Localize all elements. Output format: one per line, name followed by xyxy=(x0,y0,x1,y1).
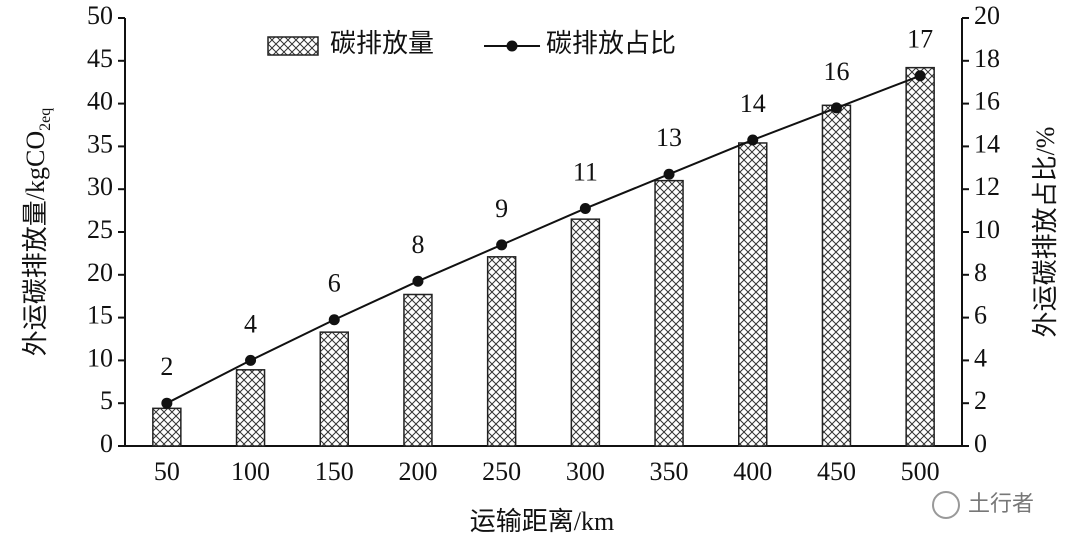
line-marker xyxy=(747,134,759,146)
x-tick-label: 250 xyxy=(482,457,521,486)
x-tick-label: 50 xyxy=(154,457,180,486)
line-marker xyxy=(663,168,675,180)
y2-axis-label: 外运碳排放占比/% xyxy=(1031,127,1060,338)
x-tick-label: 350 xyxy=(650,457,689,486)
value-label: 14 xyxy=(740,89,766,118)
x-axis-label: 运输距离/km xyxy=(470,507,614,536)
line-marker xyxy=(496,239,508,251)
y-axis-label-main: 外运碳排放量/kgCO xyxy=(21,131,50,356)
value-label: 2 xyxy=(160,352,173,381)
y2-tick-label: 16 xyxy=(974,87,1000,116)
bar xyxy=(152,407,182,447)
value-label: 17 xyxy=(907,25,933,54)
line-marker xyxy=(245,354,257,366)
bar xyxy=(235,369,266,447)
line-marker xyxy=(579,202,591,214)
value-label: 6 xyxy=(328,269,341,298)
value-label: 16 xyxy=(823,57,849,86)
y-axis-label: 外运碳排放量/kgCO2eq xyxy=(21,108,54,356)
y2-tick-label: 10 xyxy=(974,215,1000,244)
value-label: 4 xyxy=(244,309,257,338)
y-tick-label: 20 xyxy=(87,258,113,287)
bar xyxy=(570,218,601,447)
y2-tick-label: 18 xyxy=(974,44,1000,73)
x-tick-label: 200 xyxy=(398,457,437,486)
y2-tick-label: 4 xyxy=(974,343,987,372)
y2-tick-label: 6 xyxy=(974,301,987,330)
value-label: 9 xyxy=(495,194,508,223)
line-marker xyxy=(914,70,926,82)
bar xyxy=(486,256,517,447)
y-tick-label: 50 xyxy=(87,1,113,30)
legend-swatch xyxy=(267,36,319,56)
value-label: 13 xyxy=(656,123,682,152)
bar xyxy=(403,293,433,447)
bar xyxy=(654,179,684,447)
value-label: 11 xyxy=(573,157,598,186)
watermark-icon xyxy=(932,491,960,519)
bar xyxy=(905,66,935,447)
y2-tick-label: 20 xyxy=(974,1,1000,30)
watermark-text: 土行者 xyxy=(968,491,1034,516)
line-marker xyxy=(328,314,340,326)
y2-tick-label: 8 xyxy=(974,258,987,287)
watermark: 土行者 xyxy=(932,491,1034,519)
line-marker xyxy=(161,397,173,409)
line xyxy=(166,74,921,405)
x-tick-label: 500 xyxy=(901,457,940,486)
line-marker xyxy=(412,275,424,287)
y2-tick-label: 2 xyxy=(974,386,987,415)
x-tick-label: 300 xyxy=(566,457,605,486)
value-label: 8 xyxy=(411,230,424,259)
x-tick-label: 400 xyxy=(733,457,772,486)
y-axis-label-sub: 2eq xyxy=(37,108,54,131)
y-tick-label: 0 xyxy=(100,429,113,458)
x-tick-label: 100 xyxy=(231,457,270,486)
bar xyxy=(319,331,349,447)
y2-tick-label: 12 xyxy=(974,172,1000,201)
y-tick-label: 45 xyxy=(87,44,113,73)
legend-label: 碳排放占比 xyxy=(546,29,676,58)
y-tick-label: 35 xyxy=(87,129,113,158)
line-marker xyxy=(830,102,842,114)
y-tick-label: 10 xyxy=(87,343,113,372)
y-tick-label: 25 xyxy=(87,215,113,244)
bar xyxy=(738,142,768,447)
y-tick-label: 40 xyxy=(87,87,113,116)
y-tick-label: 30 xyxy=(87,172,113,201)
x-tick-label: 150 xyxy=(315,457,354,486)
bar xyxy=(821,104,852,447)
y2-tick-label: 0 xyxy=(974,429,987,458)
x-tick-label: 450 xyxy=(817,457,856,486)
y2-tick-label: 14 xyxy=(974,129,1000,158)
legend-marker xyxy=(506,40,518,52)
y-tick-label: 15 xyxy=(87,301,113,330)
legend-label: 碳排放量 xyxy=(330,29,434,58)
y-tick-label: 5 xyxy=(100,386,113,415)
